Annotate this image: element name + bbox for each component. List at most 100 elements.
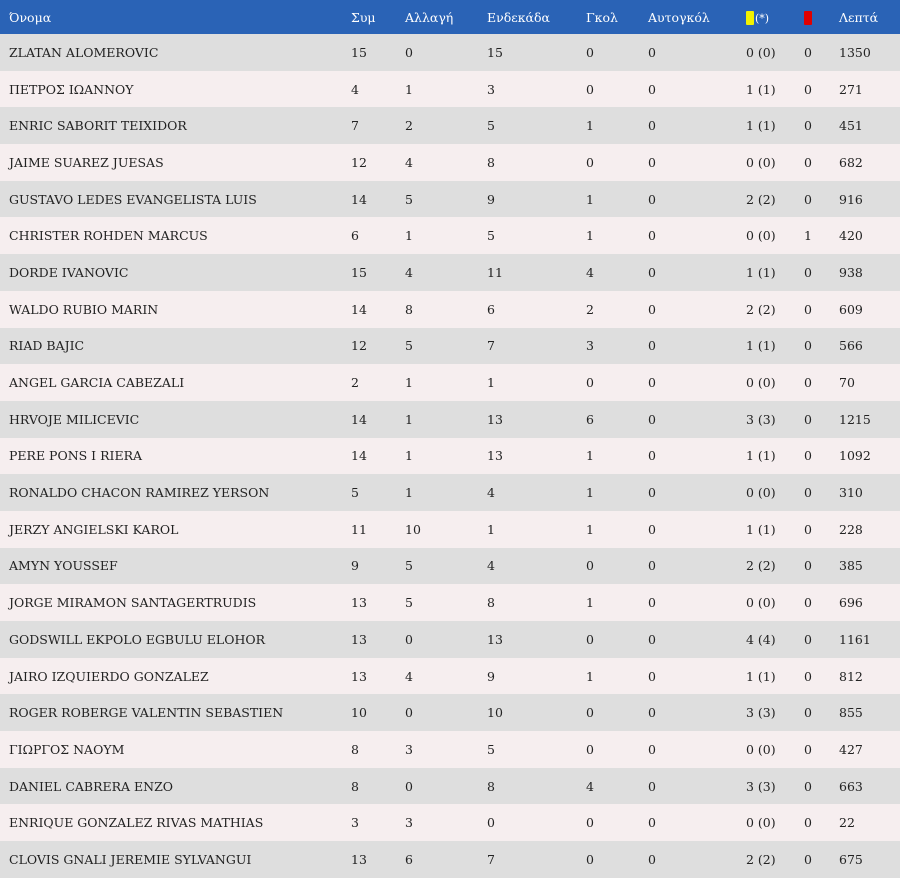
starting-lineups: 13	[487, 631, 503, 647]
table-row[interactable]: WALDO RUBIO MARIN 14 8 6 2 0 2 (2) 0 609	[0, 290, 900, 328]
table-row[interactable]: ANGEL GARCIA CABEZALI 2 1 1 0 0 0 (0) 0 70	[0, 364, 900, 401]
yellow-cards: 1 (1)	[746, 118, 776, 134]
col-header-own-goals[interactable]: Αυτογκόλ	[648, 9, 710, 25]
table-row[interactable]: CLOVIS GNALI JEREMIE SYLVANGUI 13 6 7 0 0 2 (2…	[0, 841, 900, 878]
appearances: 12	[351, 338, 367, 354]
substitutions: 0	[405, 705, 413, 721]
red-cards: 1	[804, 228, 812, 244]
table-row[interactable]: DORDE IVANOVIC 15 4 11 4 0 1 (1) 0 938	[0, 254, 900, 291]
red-cards: 0	[804, 44, 812, 60]
substitutions: 2	[405, 118, 413, 134]
table-row[interactable]: ΓΙΩΡΓΟΣ ΝΑΟΥΜ 8 3 5 0 0 0 (0) 0 427	[0, 731, 900, 768]
col-header-yellow-cards[interactable]: (*)	[746, 0, 804, 34]
own-goals: 0	[648, 338, 656, 354]
minutes-played: 22	[839, 815, 855, 831]
red-cards: 0	[804, 411, 812, 427]
player-name: GUSTAVO LEDES EVANGELISTA LUIS	[9, 191, 257, 207]
minutes-played: 385	[839, 558, 863, 574]
goals: 4	[586, 778, 594, 794]
minutes-played: 427	[839, 741, 863, 757]
goals: 0	[586, 558, 594, 574]
table-row[interactable]: JORGE MIRAMON SANTAGERTRUDIS 13 5 8 1 0 0 (0) 0…	[0, 584, 900, 621]
red-cards: 0	[804, 448, 812, 464]
own-goals: 0	[648, 118, 656, 134]
col-header-subs[interactable]: Αλλαγή	[405, 9, 454, 25]
table-row[interactable]: JAIME SUAREZ JUESAS 12 4 8 0 0 0 (0) 0 682	[0, 144, 900, 181]
substitutions: 1	[405, 411, 413, 427]
table-row[interactable]: HRVOJE MILICEVIC 14 1 13 6 0 3 (3) 0 1215	[0, 400, 900, 438]
minutes-played: 1350	[839, 44, 871, 60]
yellow-cards: 1 (1)	[746, 668, 776, 684]
starting-lineups: 4	[487, 485, 495, 501]
goals: 0	[586, 154, 594, 170]
col-header-apps[interactable]: Συμ	[351, 9, 376, 25]
table-row[interactable]: JAIRO IZQUIERDO GONZALEZ 13 4 9 1 0 1 (1) 0 812	[0, 657, 900, 695]
appearances: 4	[351, 81, 359, 97]
player-name: GODSWILL EKPOLO EGBULU ELOHOR	[9, 631, 266, 647]
player-name: ΓΙΩΡΓΟΣ ΝΑΟΥΜ	[9, 741, 125, 757]
red-cards: 0	[804, 338, 812, 354]
goals: 0	[586, 851, 594, 867]
goals: 1	[586, 595, 594, 611]
starting-lineups: 1	[487, 375, 495, 391]
col-header-minutes[interactable]: Λεπτά	[839, 9, 879, 25]
table-row[interactable]: ZLATAN ALOMEROVIC 15 0 15 0 0 0 (0) 0 1350	[0, 34, 900, 71]
table-row[interactable]: ENRIC SABORIT TEIXIDOR 7 2 5 1 0 1 (1) 0 451	[0, 107, 900, 145]
substitutions: 1	[405, 228, 413, 244]
yellow-cards: 3 (3)	[746, 705, 776, 721]
table-row[interactable]: JERZY ANGIELSKI KAROL 11 10 1 1 0 1 (1) 0 228	[0, 510, 900, 548]
goals: 0	[586, 631, 594, 647]
goals: 0	[586, 44, 594, 60]
table-row[interactable]: ENRIQUE GONZALEZ RIVAS MATHIAS 3 3 0 0 0 0 (0)…	[0, 804, 900, 842]
substitutions: 6	[405, 851, 413, 867]
appearances: 11	[351, 521, 367, 537]
yellow-cards: 0 (0)	[746, 154, 776, 170]
own-goals: 0	[648, 558, 656, 574]
own-goals: 0	[648, 375, 656, 391]
table-row[interactable]: GODSWILL EKPOLO EGBULU ELOHOR 13 0 13 0 0 4 (4…	[0, 621, 900, 658]
red-cards: 0	[804, 485, 812, 501]
table-row[interactable]: RIAD BAJIC 12 5 7 3 0 1 (1) 0 566	[0, 327, 900, 365]
starting-lineups: 5	[487, 228, 495, 244]
minutes-played: 271	[839, 81, 863, 97]
appearances: 9	[351, 558, 359, 574]
table-row[interactable]: DANIEL CABRERA ENZO 8 0 8 4 0 3 (3) 0 663	[0, 767, 900, 805]
substitutions: 1	[405, 485, 413, 501]
table-row[interactable]: GUSTAVO LEDES EVANGELISTA LUIS 14 5 9 1 0 2 (2…	[0, 180, 900, 218]
player-name: ANGEL GARCIA CABEZALI	[9, 375, 185, 391]
minutes-played: 310	[839, 485, 863, 501]
starting-lineups: 8	[487, 595, 495, 611]
yellow-cards: 2 (2)	[746, 851, 776, 867]
red-cards: 0	[804, 521, 812, 537]
starting-lineups: 9	[487, 668, 495, 684]
appearances: 14	[351, 191, 367, 207]
substitutions: 5	[405, 558, 413, 574]
own-goals: 0	[648, 741, 656, 757]
yellow-cards: 1 (1)	[746, 521, 776, 537]
starting-lineups: 8	[487, 778, 495, 794]
table-row[interactable]: AMYN YOUSSEF 9 5 4 0 0 2 (2) 0 385	[0, 547, 900, 585]
player-name: ZLATAN ALOMEROVIC	[9, 44, 159, 60]
table-row[interactable]: RONALDO CHACON RAMIREZ YERSON 5 1 4 1 0 0 (0) 0…	[0, 474, 900, 511]
player-name: PERE PONS I RIERA	[9, 448, 143, 464]
col-header-name[interactable]: Όνομα	[9, 9, 52, 25]
yellow-cards: 0 (0)	[746, 228, 776, 244]
player-name: JAIRO IZQUIERDO GONZALEZ	[9, 668, 209, 684]
own-goals: 0	[648, 705, 656, 721]
minutes-played: 663	[839, 778, 863, 794]
table-row[interactable]: ΠΕΤΡΟΣ ΙΩΑΝΝΟΥ 4 1 3 0 0 1 (1) 0 271	[0, 70, 900, 108]
table-row[interactable]: PERE PONS I RIERA 14 1 13 1 0 1 (1) 0 1092	[0, 437, 900, 475]
yellow-cards: 0 (0)	[746, 44, 776, 60]
col-header-red-cards[interactable]	[804, 0, 839, 34]
minutes-played: 812	[839, 668, 863, 684]
table-row[interactable]: ROGER ROBERGE VALENTIN SEBASTIEN 10 0 10 0 0 3…	[0, 694, 900, 732]
appearances: 13	[351, 595, 367, 611]
col-header-lineups[interactable]: Ενδεκάδα	[487, 9, 550, 25]
col-header-goals[interactable]: Γκολ	[586, 9, 618, 25]
own-goals: 0	[648, 778, 656, 794]
minutes-played: 916	[839, 191, 863, 207]
red-card-icon	[804, 10, 812, 25]
table-row[interactable]: CHRISTER ROHDEN MARCUS 6 1 5 1 0 0 (0) 1 420	[0, 217, 900, 255]
minutes-played: 609	[839, 301, 863, 317]
